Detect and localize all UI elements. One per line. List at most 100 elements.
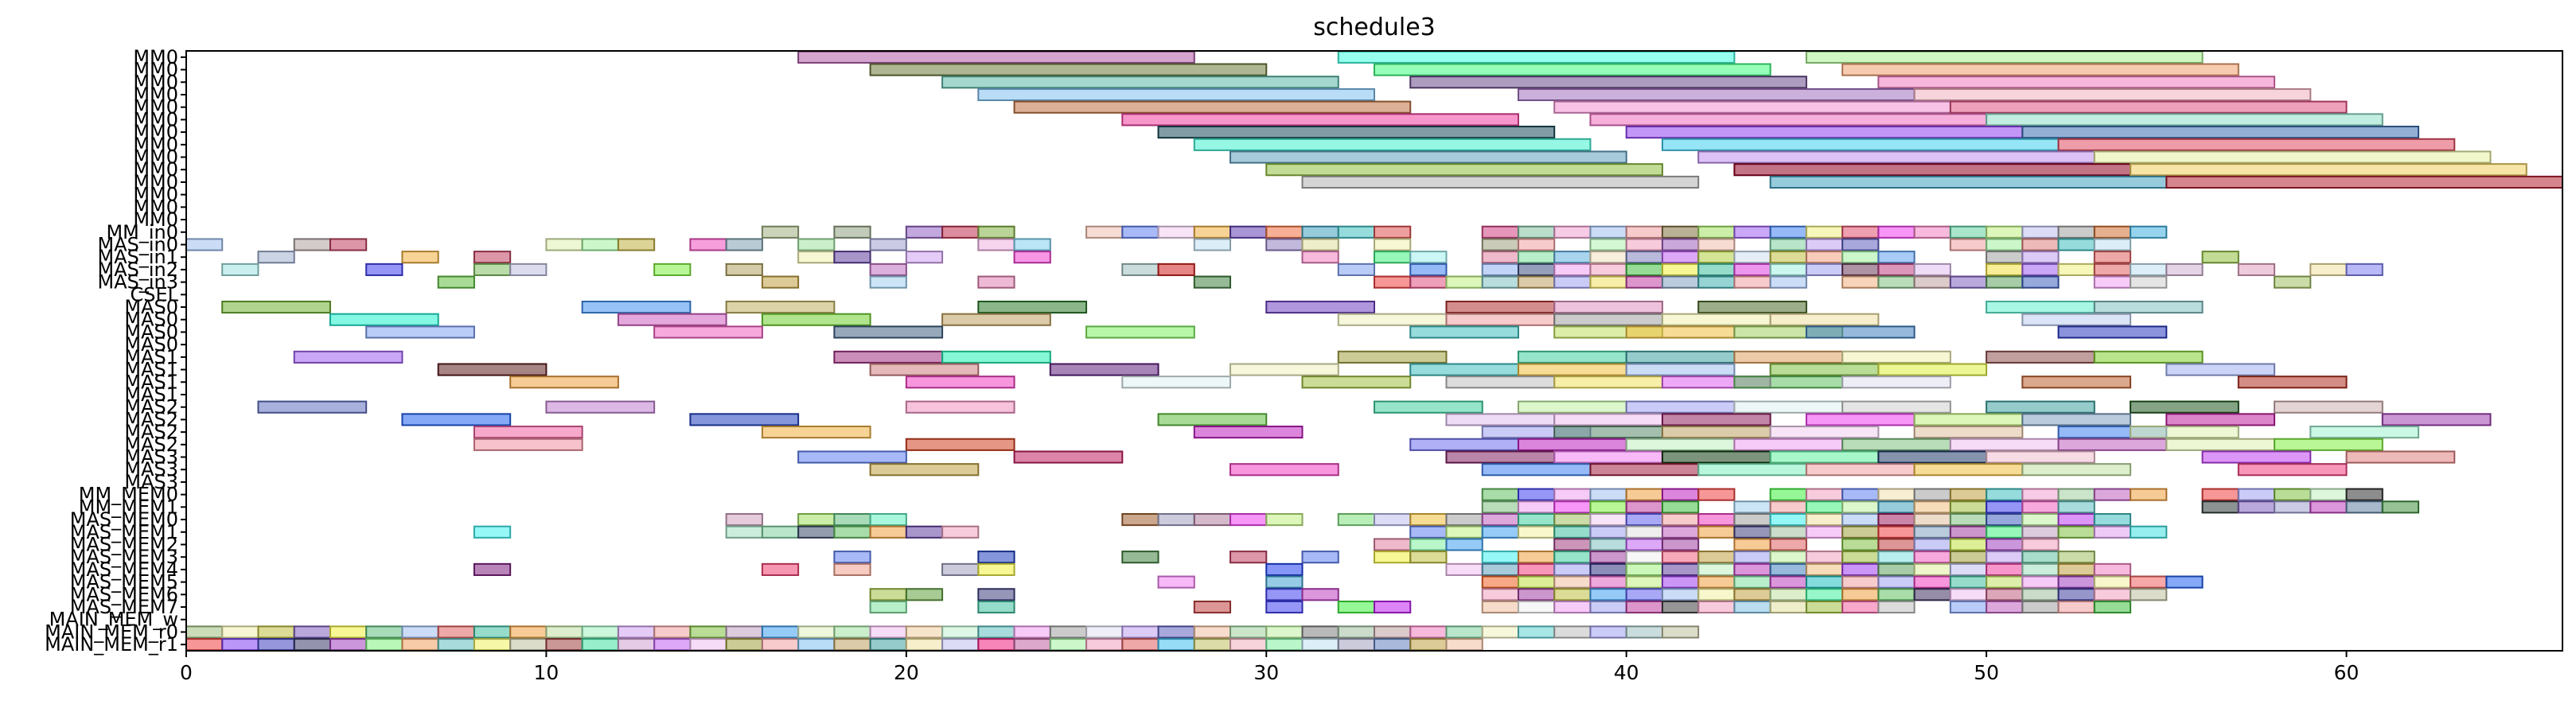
y-tick-label: MAS1 (124, 383, 178, 406)
task-bar (1193, 138, 1592, 151)
task-bar (1589, 500, 1627, 514)
task-bar (1553, 575, 1592, 589)
task-bar (509, 263, 548, 276)
task-bar (1374, 400, 1483, 414)
task-bar (1265, 163, 1663, 177)
task-bar (1374, 512, 1412, 527)
task-bar (2057, 562, 2095, 576)
task-bar (1913, 225, 1951, 239)
task-bar (1733, 525, 1771, 539)
task-bar (1913, 275, 1951, 289)
task-bar (1589, 488, 1627, 501)
task-bar (797, 238, 836, 251)
task-bar (1085, 325, 1195, 339)
task-bar (1986, 538, 2024, 551)
task-bar (1049, 625, 1088, 639)
task-bar (1661, 313, 1771, 326)
task-bar (1517, 512, 1556, 527)
task-bar (869, 363, 980, 376)
task-bar (1877, 225, 1915, 239)
task-bar (1193, 225, 1232, 239)
task-bar (2057, 525, 2095, 539)
task-bar (1949, 600, 1988, 614)
task-bar (905, 625, 944, 639)
task-bar (1877, 538, 1915, 551)
task-bar (2093, 512, 2132, 527)
task-bar (2021, 251, 2060, 264)
task-bar (1265, 588, 1304, 601)
task-bar (1986, 488, 2024, 501)
task-bar (1697, 575, 1736, 589)
task-bar (1121, 638, 1159, 652)
task-bar (1986, 588, 2024, 601)
task-bar (1157, 263, 1195, 276)
task-bar (2021, 263, 2060, 276)
task-bar (1049, 363, 1159, 376)
task-bar (545, 625, 583, 639)
task-bar (977, 562, 1015, 576)
task-bar (1265, 575, 1304, 589)
y-tick-label: MM0 (133, 46, 178, 68)
task-bar (2021, 238, 2060, 251)
task-bar (1949, 512, 1988, 527)
task-bar (1769, 551, 1807, 564)
task-bar (1841, 251, 1880, 264)
task-bar (1409, 263, 1448, 276)
task-bar (1697, 150, 2095, 164)
task-bar (1913, 575, 1951, 589)
task-bar (2309, 426, 2420, 439)
task-bar (1913, 88, 2312, 102)
task-bar (1265, 600, 1304, 614)
task-bar (2309, 488, 2348, 501)
task-bar (1481, 525, 1519, 539)
task-bar (2345, 500, 2383, 514)
task-bar (1481, 600, 1519, 614)
x-axis: 0 10 20 30 40 50 60 (180, 651, 2359, 684)
task-bar (1805, 251, 1844, 264)
task-bar (1301, 625, 1339, 639)
task-bar (1445, 538, 1483, 551)
task-bar (1805, 488, 1844, 501)
task-bar (1661, 538, 1700, 551)
task-bar (473, 625, 512, 639)
task-bar (1949, 525, 1988, 539)
task-bar (1517, 88, 1915, 102)
task-bar (1481, 575, 1519, 589)
y-tick-label: MAS3 (124, 446, 178, 469)
task-bar (1589, 463, 1700, 477)
task-bar (725, 525, 763, 539)
task-bar (1986, 512, 2024, 527)
task-bar (365, 638, 403, 652)
task-bar (1553, 551, 1592, 564)
task-bar (2345, 488, 2383, 501)
task-bar (1986, 300, 2095, 314)
task-bar (2057, 438, 2168, 451)
task-bar (2057, 225, 2095, 239)
task-bar (1733, 275, 1771, 289)
task-bar (509, 376, 619, 389)
task-bar (1301, 238, 1339, 251)
task-bar (1841, 600, 1880, 614)
task-bar (1265, 625, 1304, 639)
task-bar (1733, 163, 2132, 177)
task-bar (905, 376, 1015, 389)
task-bar (1553, 426, 1663, 439)
task-bar (1085, 625, 1124, 639)
task-bar (1986, 263, 2024, 276)
task-bar (1625, 538, 1663, 551)
task-bar (437, 625, 475, 639)
task-bar (2165, 413, 2276, 426)
task-bar (1301, 376, 1412, 389)
task-bar (1337, 625, 1375, 639)
task-bar (1661, 225, 1700, 239)
task-bar (1697, 488, 1736, 501)
task-bar (833, 251, 871, 264)
task-bar (1374, 225, 1412, 239)
task-bar (1265, 238, 1304, 251)
task-bar (1769, 600, 1807, 614)
task-bar (1625, 400, 1736, 414)
task-bar (1661, 500, 1700, 514)
task-bar (1625, 238, 1663, 251)
task-bar (1877, 562, 1915, 576)
